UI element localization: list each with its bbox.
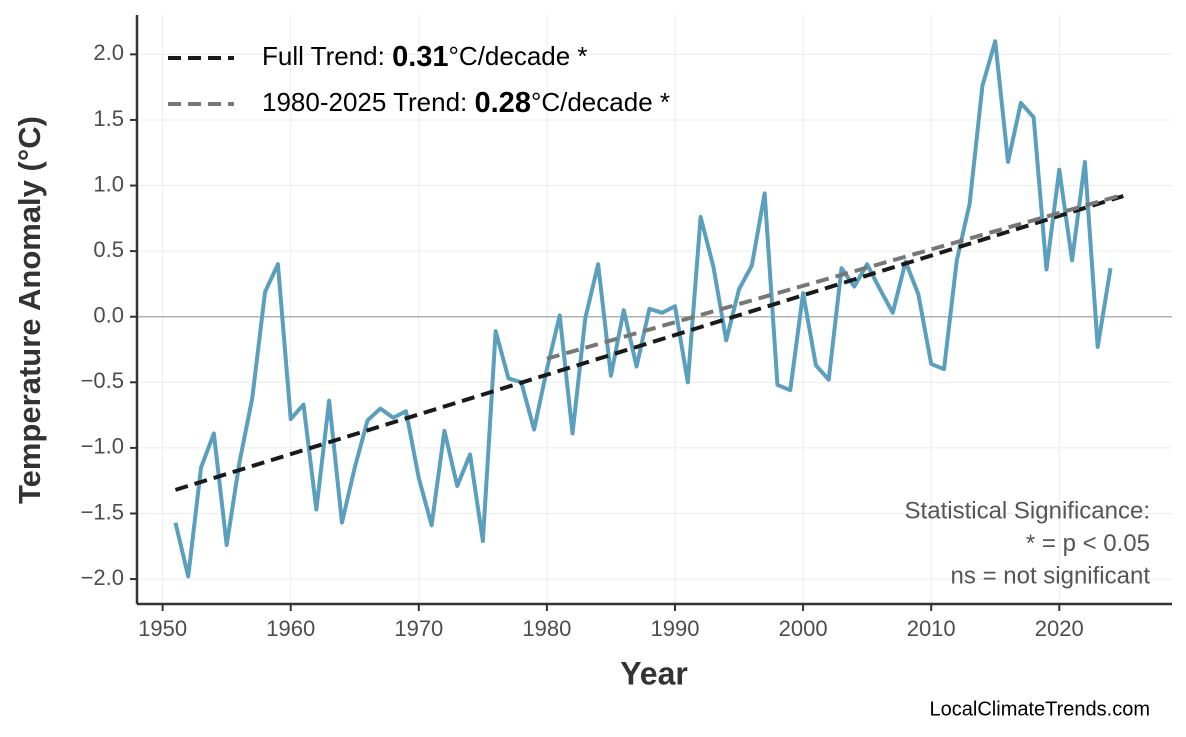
y-tick-label: −2.0: [81, 565, 124, 590]
annotation: Statistical Significance:: [905, 497, 1150, 524]
y-tick-label: 1.5: [93, 106, 124, 131]
source: LocalClimateTrends.com: [930, 698, 1150, 720]
annotation: ns = not significant: [951, 562, 1151, 589]
trend-line: [174, 194, 1124, 492]
x-axis-label: Year: [620, 655, 688, 691]
x-tick-label: 2020: [1035, 616, 1084, 641]
legend-text: °C/decade *: [531, 87, 670, 117]
legend-label: 1980-2025 Trend: 0.28°C/decade *: [262, 87, 670, 119]
legend-text: 1980-2025 Trend:: [262, 87, 475, 117]
legend-text: °C/decade *: [449, 41, 588, 71]
x-tick-label: 2000: [779, 616, 828, 641]
y-tick-label: −1.5: [81, 499, 124, 524]
y-tick-label: −0.5: [81, 368, 124, 393]
y-tick-label: 0.5: [93, 237, 124, 262]
x-tick-label: 1980: [522, 616, 571, 641]
y-axis-label: Temperature Anomaly (°C): [12, 116, 47, 504]
x-tick-label: 2010: [907, 616, 956, 641]
legend-text: 0.31: [392, 41, 448, 73]
y-tick-label: 0.0: [93, 303, 124, 328]
annotation: * = p < 0.05: [1026, 530, 1150, 557]
y-tick-label: −1.0: [81, 434, 124, 459]
x-tick-label: 1960: [266, 616, 315, 641]
x-tick-label: 1970: [394, 616, 443, 641]
legend-text: 0.28: [475, 87, 531, 119]
x-tick-label: 1990: [651, 616, 700, 641]
data-line: [173, 39, 1113, 579]
legend-text: Full Trend:: [262, 41, 392, 71]
y-tick-label: 2.0: [93, 40, 124, 65]
legend-label: Full Trend: 0.31°C/decade *: [262, 41, 588, 73]
x-tick-label: 1950: [138, 616, 187, 641]
y-tick-label: 1.0: [93, 171, 124, 196]
